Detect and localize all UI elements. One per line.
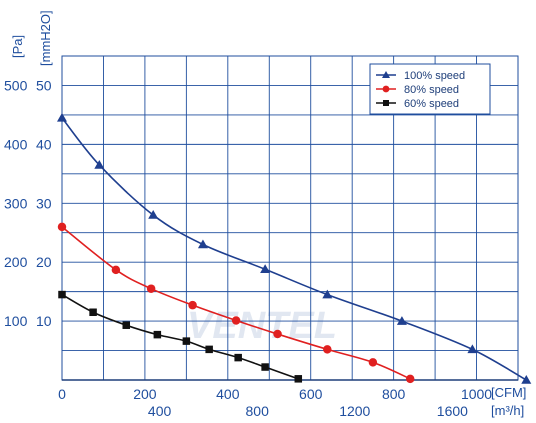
data-point-triangle <box>467 344 478 354</box>
data-point-square <box>261 363 269 371</box>
legend-marker-circle <box>382 85 390 93</box>
data-point-circle <box>146 284 156 293</box>
x-tick-label-m3h: 800 <box>246 403 270 419</box>
data-point-circle <box>111 265 121 275</box>
x-tick-label-cfm: 0 <box>58 386 66 402</box>
data-point-triangle <box>396 316 407 325</box>
x-tick-label-cfm: 800 <box>382 386 406 402</box>
y-tick-label-mmh2o: 20 <box>36 254 52 270</box>
x-tick-label-cfm: 600 <box>299 386 323 402</box>
x-tick-label-m3h: 400 <box>148 403 172 419</box>
y-unit-pa: [Pa] <box>10 35 25 58</box>
x-tick-label-m3h: 1200 <box>339 403 370 419</box>
y-tick-label-pa: 400 <box>4 136 28 152</box>
y-tick-label-mmh2o: 30 <box>36 195 52 211</box>
legend-marker-square <box>383 100 389 106</box>
legend-marker-triangle <box>382 71 390 78</box>
series-square <box>58 290 303 383</box>
y-unit-mmh2o: [mmH2O] <box>38 10 53 66</box>
y-tick-label-mmh2o: 50 <box>36 77 52 93</box>
data-point-triangle <box>260 264 271 274</box>
legend-label: 60% speed <box>404 98 459 110</box>
series-triangle <box>57 112 532 384</box>
data-point-triangle <box>148 210 159 219</box>
data-point-square <box>122 321 131 329</box>
data-point-circle <box>57 222 67 232</box>
data-point-circle <box>323 345 332 354</box>
series-circle <box>57 222 415 384</box>
x-unit-cfm: [CFM] <box>491 385 526 400</box>
data-point-circle <box>231 316 241 325</box>
data-point-circle <box>368 358 378 367</box>
data-point-triangle <box>94 159 105 169</box>
y-tick-label-pa: 200 <box>4 254 28 270</box>
y-tick-label-mmh2o: 10 <box>36 313 52 329</box>
data-point-square <box>89 308 97 317</box>
y-tick-label-pa: 100 <box>4 313 28 329</box>
data-point-triangle <box>57 112 67 122</box>
data-point-triangle <box>322 289 333 299</box>
legend-label: 80% speed <box>404 84 459 96</box>
data-point-circle <box>188 300 197 310</box>
y-tick-label-pa: 500 <box>4 77 28 93</box>
data-point-square <box>205 345 213 354</box>
data-point-square <box>153 330 162 339</box>
x-tick-label-m3h: 1600 <box>437 403 468 419</box>
series <box>57 112 532 384</box>
y-tick-label-pa: 300 <box>4 195 28 211</box>
data-point-square <box>234 353 242 362</box>
x-tick-label-cfm: 200 <box>133 386 157 402</box>
data-point-square <box>182 337 191 345</box>
data-point-square <box>294 375 303 383</box>
legend-label: 100% speed <box>404 70 465 82</box>
x-tick-label-cfm: 400 <box>216 386 240 402</box>
data-point-square <box>58 290 66 299</box>
x-unit-m3h: [m³/h] <box>491 403 524 418</box>
data-point-circle <box>405 374 415 384</box>
data-point-circle <box>273 329 282 339</box>
y-tick-label-mmh2o: 40 <box>36 136 52 152</box>
data-point-triangle <box>521 375 532 384</box>
data-point-triangle <box>197 239 208 249</box>
x-tick-label-cfm: 1000 <box>461 386 492 402</box>
legend: 100% speed 80% speed 60% speed <box>369 63 491 115</box>
